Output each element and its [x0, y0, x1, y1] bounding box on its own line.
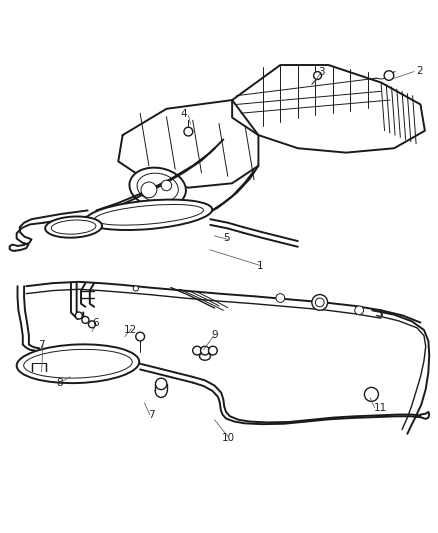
- Text: 5: 5: [223, 233, 230, 244]
- Text: 8: 8: [56, 377, 63, 387]
- Text: 7: 7: [148, 410, 155, 421]
- Ellipse shape: [51, 220, 96, 234]
- Circle shape: [75, 312, 82, 319]
- Circle shape: [141, 182, 157, 198]
- Text: 10: 10: [222, 433, 235, 443]
- Ellipse shape: [130, 168, 186, 208]
- Circle shape: [136, 332, 145, 341]
- Ellipse shape: [24, 350, 132, 378]
- Text: 6: 6: [92, 318, 99, 328]
- Circle shape: [161, 180, 172, 191]
- Text: 11: 11: [374, 403, 387, 414]
- Circle shape: [315, 298, 324, 307]
- Text: 7: 7: [38, 341, 45, 350]
- Ellipse shape: [17, 344, 139, 383]
- Text: 4: 4: [180, 109, 187, 119]
- Text: 9: 9: [211, 330, 218, 340]
- Circle shape: [82, 317, 89, 324]
- Text: 2: 2: [416, 66, 423, 76]
- Ellipse shape: [137, 173, 178, 202]
- Text: 3: 3: [318, 68, 325, 77]
- Circle shape: [201, 346, 209, 355]
- Ellipse shape: [45, 216, 102, 238]
- Circle shape: [155, 378, 167, 390]
- Circle shape: [384, 71, 394, 80]
- Text: 1: 1: [257, 261, 264, 271]
- Circle shape: [193, 346, 201, 355]
- Circle shape: [88, 321, 95, 328]
- Circle shape: [355, 306, 364, 314]
- Circle shape: [276, 294, 285, 302]
- Circle shape: [184, 127, 193, 136]
- Text: 12: 12: [124, 325, 137, 335]
- Circle shape: [133, 286, 138, 291]
- Ellipse shape: [94, 205, 204, 225]
- Circle shape: [312, 295, 328, 310]
- Circle shape: [208, 346, 217, 355]
- Ellipse shape: [86, 199, 212, 230]
- Circle shape: [314, 71, 321, 79]
- Ellipse shape: [200, 352, 210, 360]
- Circle shape: [364, 387, 378, 401]
